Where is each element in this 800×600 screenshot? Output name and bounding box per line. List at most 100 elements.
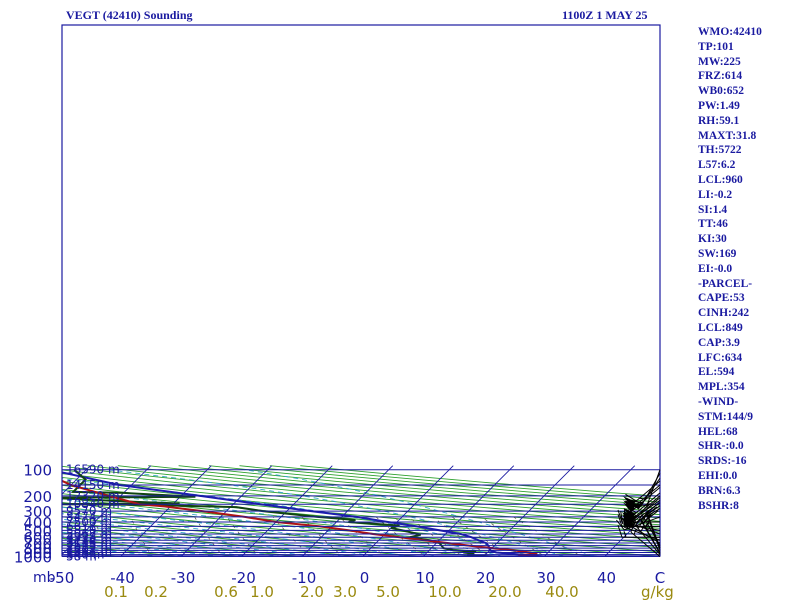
barb-flag [625, 493, 637, 502]
height-label: 4378 m [66, 530, 112, 544]
sounding-index: SRDS:-16 [698, 455, 747, 468]
sounding-index: HEL:68 [698, 425, 738, 438]
barb-shaft [640, 519, 661, 553]
sounding-index: EI:-0.0 [698, 262, 733, 275]
barb-flag [625, 508, 637, 517]
barb-flag [648, 510, 659, 519]
moist-adiabat [62, 513, 410, 556]
sounding-index: LI:-0.2 [698, 188, 733, 201]
barb-flag [625, 500, 637, 508]
barb-flag [617, 509, 623, 523]
sounding-index: LCL:849 [698, 321, 743, 334]
barb-flag [637, 517, 646, 529]
mixing-ratio-tick-label: 10.0 [428, 583, 461, 600]
moist-adiabat [62, 523, 347, 556]
sounding-index: CAP:3.9 [698, 336, 740, 349]
height-label: 8474 m [66, 510, 112, 524]
temperature-tick-label: 20 [476, 569, 495, 587]
wind-barb [646, 506, 661, 551]
temperature-tick-label: -30 [171, 569, 196, 587]
barb-shaft [630, 531, 661, 557]
barb-flag [635, 514, 643, 526]
height-label: 3135 m [66, 536, 112, 550]
barb-half-flag [626, 517, 629, 525]
barb-half-flag [644, 521, 650, 527]
barb-shaft [646, 514, 661, 551]
height-label: 6617 m [66, 519, 112, 533]
mixing-ratio-tick-label: 0.6 [214, 583, 238, 600]
barb-flag [640, 502, 650, 514]
height-label: 2555 m [66, 539, 112, 553]
barb-shaft [640, 520, 661, 554]
mixing-ratio-tick-label: 0.2 [144, 583, 168, 600]
sounding-index: SHR-:0.0 [698, 440, 744, 453]
mixing-ratio-tick-label: 40.0 [545, 583, 578, 600]
sounding-index: MAXT:31.8 [698, 129, 757, 142]
sounding-index: TH:5722 [698, 144, 742, 157]
temperature-tick-label: -50 [50, 569, 75, 587]
barb-flag [642, 514, 652, 525]
temperature-unit-label: C [655, 569, 665, 587]
sounding-index: MW:225 [698, 55, 741, 68]
barb-shaft [630, 484, 661, 510]
height-label: 5810 m [66, 523, 112, 537]
wind-barb [640, 510, 661, 554]
height-label: 12320 m [66, 489, 120, 503]
pressure-tick-label: 700 [23, 535, 52, 553]
height-label: 1011 m [66, 546, 112, 560]
sounding-index: LFC:634 [698, 351, 743, 364]
mixing-ratio-tick-label: 2.0 [300, 583, 324, 600]
wind-barb [640, 509, 661, 553]
pressure-tick-label: 500 [23, 522, 52, 540]
sounding-index: PW:1.49 [698, 99, 740, 112]
sounding-index: KI:30 [698, 233, 727, 246]
barb-flag [625, 497, 637, 506]
barb-flag [642, 513, 652, 524]
sounding-index: RH:59.1 [698, 114, 740, 127]
barb-half-flag [633, 528, 637, 535]
barb-flag [617, 525, 623, 538]
wind-barb [623, 487, 661, 513]
sounding-index: CINH:242 [698, 307, 750, 320]
sounding-indices-panel: WMO:42410 TP:101 MW:225 FRZ:614 WB0:652 PW:1.… [698, 25, 762, 513]
barb-shaft [630, 487, 661, 513]
sounding-index: SI:1.4 [698, 203, 728, 216]
sounding-index: FRZ:614 [698, 70, 743, 83]
barb-half-flag [623, 531, 627, 538]
sounding-index: -PARCEL- [698, 277, 753, 290]
mixing-ratio-line [272, 516, 311, 556]
sounding-index: CAPE:53 [698, 292, 745, 305]
height-label: 540 m [66, 548, 104, 562]
wind-barbs [616, 469, 661, 557]
pressure-tick-label: 1000 [14, 549, 52, 567]
temperature-tick-label: -20 [231, 569, 256, 587]
chart-title-station: VEGT (42410) Sounding [66, 8, 193, 22]
pressure-tick-label: 200 [23, 488, 52, 506]
wind-barb [617, 525, 660, 538]
moist-adiabat [62, 538, 223, 556]
temperature-tick-label: -40 [110, 569, 135, 587]
height-label: 7500 m [66, 515, 112, 529]
barb-shaft [628, 499, 661, 523]
mixing-ratio-line [481, 516, 546, 556]
sounding-index: TT:46 [698, 218, 728, 231]
height-label: 16590 m [66, 463, 120, 477]
moist-adiabat [62, 531, 284, 556]
height-label: 58 m [66, 550, 97, 564]
pressure-tick-label: 600 [23, 529, 52, 547]
sounding-index: WMO:42410 [698, 26, 762, 38]
temperature-tick-label: -10 [292, 569, 317, 587]
height-label: 10840 m [66, 497, 120, 511]
plot-area [62, 465, 660, 556]
mixing-ratio-tick-label: 1.0 [250, 583, 274, 600]
barb-half-flag [644, 522, 650, 528]
barb-flag [620, 511, 624, 524]
wind-barb [635, 514, 661, 555]
barb-flag [646, 506, 658, 516]
plot-frame [61, 24, 661, 557]
sounding-index: MPL:354 [698, 381, 745, 394]
pressure-unit-label: mb [33, 570, 56, 586]
moist-adiabat [62, 535, 253, 556]
sounding-index: TP:101 [698, 40, 734, 53]
sounding-index: EL:594 [698, 366, 735, 379]
